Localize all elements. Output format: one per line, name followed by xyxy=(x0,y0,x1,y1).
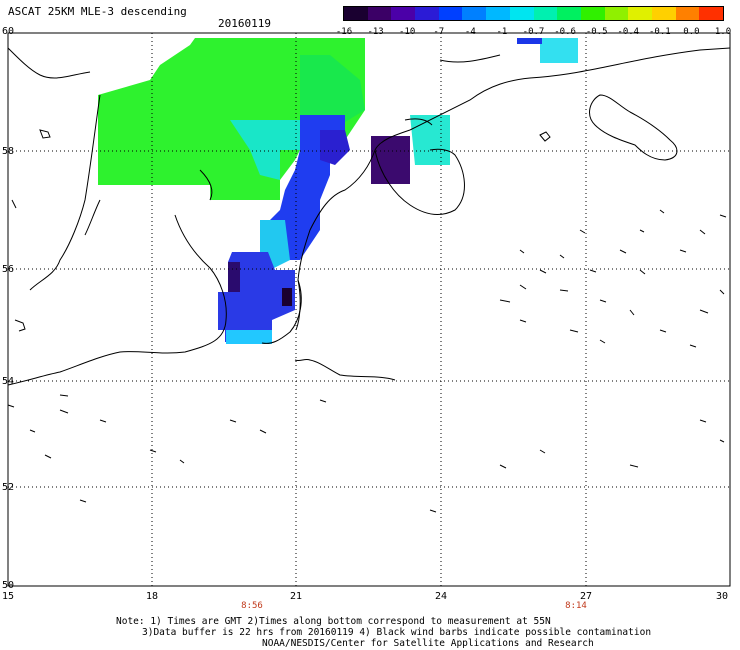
colorbar-swatch xyxy=(391,7,416,20)
lat-label: 50 xyxy=(2,580,15,591)
colorbar-swatch xyxy=(557,7,581,20)
colorbar-labels: -16 -13 -10 -7 -4 -1 -0.7 -0.6 -0.5 -0.4 -0.1 0.0 1.… xyxy=(330,27,740,39)
swath-cyan-1 xyxy=(230,120,300,180)
swath-cyan-3 xyxy=(540,38,578,63)
colorbar-label: -0.6 xyxy=(554,27,576,37)
swath-green-dark xyxy=(300,55,365,125)
colorbar-swatch xyxy=(462,7,487,20)
colorbar-label: -13 xyxy=(367,27,384,37)
lat-label: 58 xyxy=(2,146,15,157)
coastlines xyxy=(7,47,731,386)
colorbar-label: -1 xyxy=(496,27,508,37)
time-label: 8:14 xyxy=(565,601,587,611)
lat-label: 60 xyxy=(2,26,15,37)
colorbar-label: -16 xyxy=(335,27,353,37)
colorbar xyxy=(343,6,724,21)
colorbar-swatch xyxy=(415,7,439,20)
colorbar-swatch xyxy=(675,7,700,20)
swath-blue-dark xyxy=(320,130,350,165)
lat-label: 56 xyxy=(2,264,15,275)
colorbar-swatch xyxy=(533,7,558,20)
colorbar-swatch xyxy=(628,7,652,20)
colorbar-swatch xyxy=(699,7,723,20)
colorbar-label: -0.4 xyxy=(617,27,640,37)
plot-frame xyxy=(7,32,731,587)
colorbar-label: 1.0 xyxy=(714,27,732,37)
lon-label: 21 xyxy=(289,591,303,602)
time-label: 8:56 xyxy=(241,601,263,611)
lon-label: 27 xyxy=(579,591,593,602)
colorbar-label: -0.7 xyxy=(522,27,545,37)
note-line-1: Note: 1) Times are GMT 2)Times along bot… xyxy=(116,616,551,627)
colorbar-label: -4 xyxy=(464,27,476,37)
islands xyxy=(7,129,727,513)
swath-dark-cell xyxy=(282,288,292,306)
colorbar-label: -0.5 xyxy=(585,27,608,37)
data-swath xyxy=(98,38,578,344)
swath-violet-block xyxy=(371,136,410,184)
lon-label: 30 xyxy=(715,591,729,602)
map-title: ASCAT 25KM MLE-3 descending xyxy=(8,5,187,18)
colorbar-label: -0.1 xyxy=(648,27,671,37)
map-date: 20160119 xyxy=(218,17,271,30)
colorbar-swatch xyxy=(486,7,510,20)
colorbar-label: 0.0 xyxy=(683,27,700,37)
colorbar-swatch xyxy=(580,7,605,20)
swath-cyan-bottom xyxy=(226,330,272,344)
swath-dark-lower xyxy=(228,262,240,292)
colorbar-swatch xyxy=(367,7,392,20)
lon-label: 15 xyxy=(1,591,15,602)
lat-label: 54 xyxy=(2,376,15,387)
note-line-2: 3)Data buffer is 22 hrs from 20160119 4)… xyxy=(142,627,652,638)
colorbar-swatch xyxy=(604,7,629,20)
lon-label: 18 xyxy=(145,591,159,602)
colorbar-swatch xyxy=(509,7,534,20)
colorbar-swatch xyxy=(438,7,463,20)
colorbar-label: -7 xyxy=(433,27,445,37)
swath-blue-top xyxy=(517,38,542,44)
lat-label: 52 xyxy=(2,482,15,493)
colorbar-label: -10 xyxy=(399,27,416,37)
lon-label: 24 xyxy=(434,591,448,602)
colorbar-swatch xyxy=(651,7,676,20)
grid-lines xyxy=(8,33,730,586)
swath-green-region xyxy=(98,38,365,200)
swath-cyan-2 xyxy=(410,115,450,165)
note-line-3: NOAA/NESDIS/Center for Satellite Applica… xyxy=(262,638,594,649)
colorbar-swatch xyxy=(344,7,368,20)
